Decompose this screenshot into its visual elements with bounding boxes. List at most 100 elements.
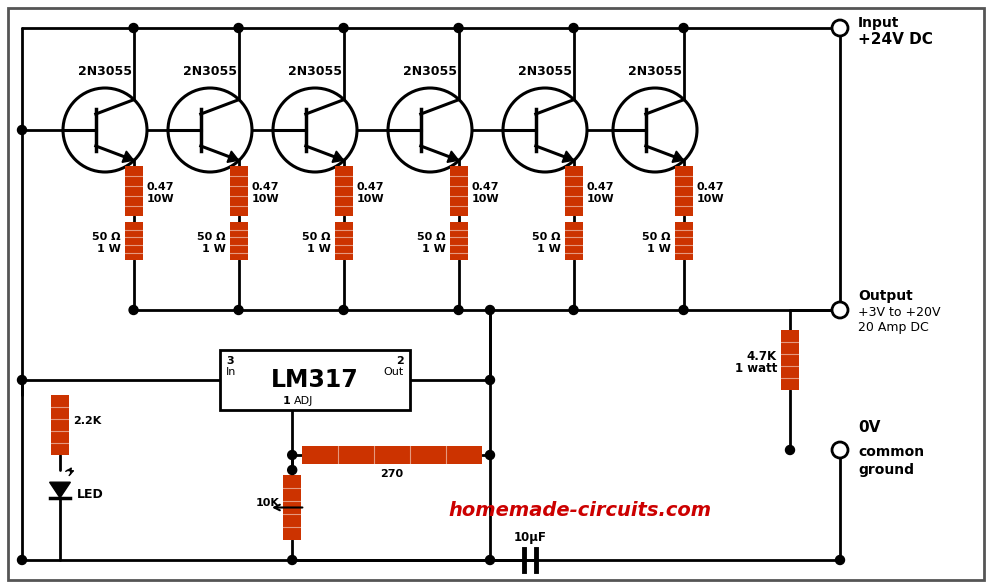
Circle shape (485, 376, 494, 385)
Polygon shape (673, 151, 683, 162)
Text: 1 W: 1 W (96, 244, 121, 254)
Polygon shape (332, 151, 343, 162)
Bar (229, 222, 248, 260)
Text: 1 watt: 1 watt (735, 362, 777, 375)
Circle shape (835, 24, 844, 32)
Polygon shape (227, 151, 238, 162)
Text: 3: 3 (226, 356, 234, 366)
Text: LED: LED (77, 489, 104, 502)
Bar (334, 166, 352, 216)
Circle shape (786, 446, 795, 455)
Bar (564, 166, 582, 216)
Text: 10W: 10W (252, 194, 279, 204)
Text: 50 Ω: 50 Ω (532, 232, 560, 242)
Text: 1 W: 1 W (537, 244, 560, 254)
Circle shape (485, 556, 494, 564)
Bar (229, 166, 248, 216)
Text: 1 W: 1 W (201, 244, 225, 254)
Circle shape (168, 88, 252, 172)
Text: 50 Ω: 50 Ω (642, 232, 671, 242)
Circle shape (680, 306, 688, 315)
Circle shape (388, 88, 472, 172)
Circle shape (339, 24, 348, 32)
Text: Input: Input (858, 16, 900, 30)
Text: 1 W: 1 W (647, 244, 671, 254)
Circle shape (288, 450, 297, 459)
Bar (283, 475, 302, 540)
Bar (220, 350, 410, 410)
Circle shape (613, 88, 697, 172)
Circle shape (129, 24, 138, 32)
Text: 50 Ω: 50 Ω (302, 232, 330, 242)
Text: 10μF: 10μF (514, 531, 547, 544)
Text: 10W: 10W (471, 194, 499, 204)
Circle shape (63, 88, 147, 172)
Text: 0.47: 0.47 (696, 182, 724, 192)
Circle shape (454, 24, 463, 32)
Circle shape (234, 24, 243, 32)
Bar (125, 166, 143, 216)
Circle shape (234, 306, 243, 315)
Text: Output: Output (858, 289, 913, 303)
Circle shape (454, 306, 463, 315)
Text: 10W: 10W (147, 194, 175, 204)
Text: 1 W: 1 W (422, 244, 445, 254)
Text: +24V DC: +24V DC (858, 32, 932, 48)
Text: 4.7K: 4.7K (747, 349, 777, 362)
Text: 1: 1 (283, 396, 291, 406)
Text: 2.2K: 2.2K (73, 416, 101, 426)
Bar (675, 222, 692, 260)
Text: 50 Ω: 50 Ω (92, 232, 121, 242)
Bar (564, 222, 582, 260)
Bar (303, 446, 482, 464)
Text: 0.47: 0.47 (147, 182, 174, 192)
Text: 50 Ω: 50 Ω (197, 232, 225, 242)
Text: Out: Out (384, 367, 404, 377)
Bar (449, 166, 467, 216)
Circle shape (18, 556, 27, 564)
Circle shape (832, 442, 848, 458)
Text: 2: 2 (396, 356, 404, 366)
Bar (51, 395, 69, 455)
Text: 2N3055: 2N3055 (628, 65, 682, 78)
Circle shape (835, 306, 844, 315)
Bar (675, 166, 692, 216)
Text: 1 W: 1 W (307, 244, 330, 254)
Text: LM317: LM317 (271, 368, 359, 392)
Text: 0.47: 0.47 (471, 182, 499, 192)
Text: 2N3055: 2N3055 (183, 65, 237, 78)
Text: ADJ: ADJ (295, 396, 313, 406)
Text: 0.47: 0.47 (356, 182, 384, 192)
Bar (449, 222, 467, 260)
Text: 10W: 10W (696, 194, 724, 204)
Circle shape (339, 306, 348, 315)
Circle shape (129, 306, 138, 315)
Text: In: In (226, 367, 236, 377)
Circle shape (832, 20, 848, 36)
Text: 10W: 10W (586, 194, 614, 204)
Polygon shape (562, 151, 573, 162)
Bar (125, 222, 143, 260)
Text: 2N3055: 2N3055 (288, 65, 342, 78)
Text: 0.47: 0.47 (252, 182, 279, 192)
Circle shape (569, 24, 578, 32)
Circle shape (18, 376, 27, 385)
Text: 50 Ω: 50 Ω (417, 232, 445, 242)
Circle shape (485, 306, 494, 315)
Circle shape (680, 24, 688, 32)
Text: +3V to +20V: +3V to +20V (858, 306, 940, 319)
Circle shape (273, 88, 357, 172)
Circle shape (832, 302, 848, 318)
Circle shape (288, 466, 297, 475)
Text: 10K: 10K (255, 499, 279, 509)
Text: common: common (858, 445, 925, 459)
Circle shape (503, 88, 587, 172)
Text: 2N3055: 2N3055 (403, 65, 457, 78)
Bar (334, 222, 352, 260)
Polygon shape (50, 482, 70, 498)
Circle shape (18, 125, 27, 135)
Text: 0.47: 0.47 (586, 182, 614, 192)
Polygon shape (447, 151, 458, 162)
Text: 2N3055: 2N3055 (518, 65, 572, 78)
Text: homemade-circuits.com: homemade-circuits.com (448, 500, 711, 520)
